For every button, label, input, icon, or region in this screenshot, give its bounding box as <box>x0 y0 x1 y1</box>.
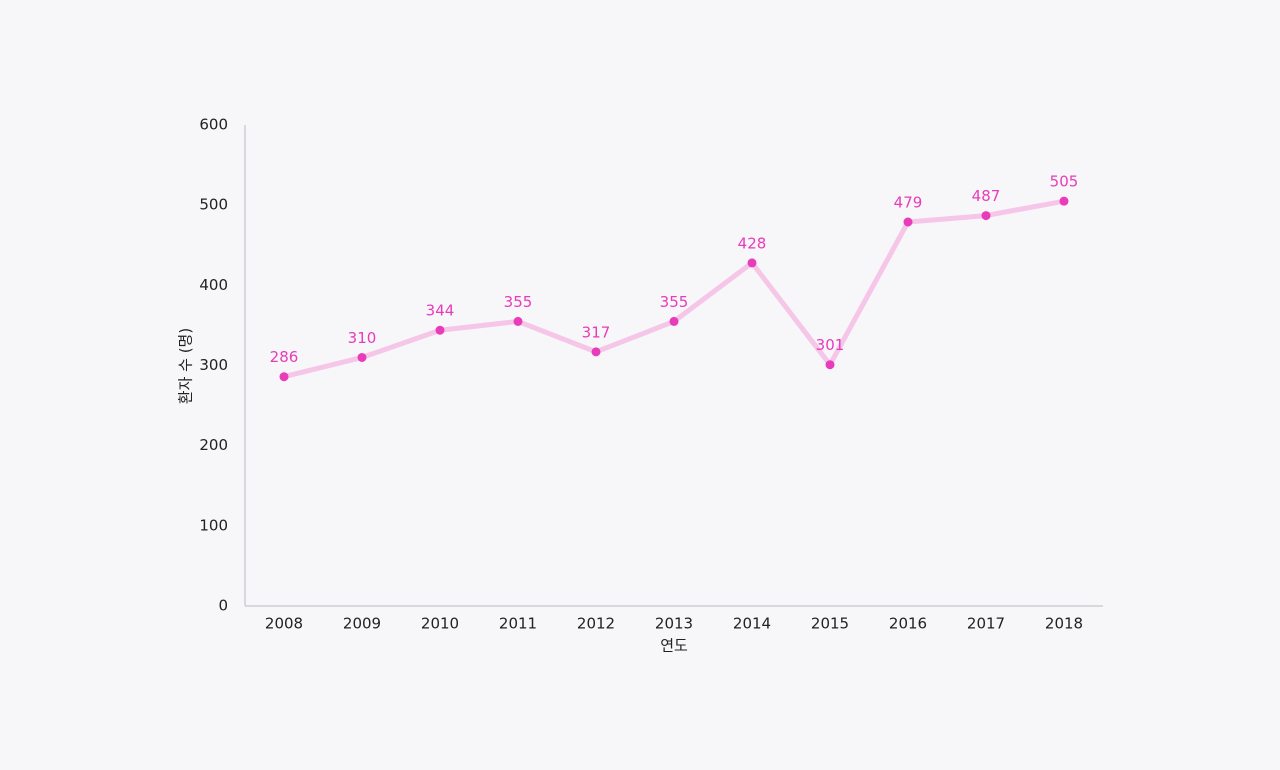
x-tick-label: 2018 <box>1045 615 1083 633</box>
x-tick-label: 2009 <box>343 615 381 633</box>
data-label: 355 <box>504 293 533 311</box>
point <box>747 258 757 268</box>
data-label: 301 <box>816 336 845 354</box>
point <box>1059 196 1069 206</box>
point <box>357 352 367 362</box>
data-label: 310 <box>348 329 377 347</box>
x-tick-label: 2014 <box>733 615 771 633</box>
y-tick-label: 500 <box>199 196 228 214</box>
x-tick-label: 2011 <box>499 615 537 633</box>
point <box>981 211 991 221</box>
data-label: 505 <box>1050 173 1079 191</box>
y-tick-label: 0 <box>218 597 228 615</box>
point <box>825 360 835 370</box>
point <box>669 316 679 326</box>
data-label: 428 <box>738 234 767 252</box>
y-tick-label: 200 <box>199 436 228 454</box>
data-label: 344 <box>426 302 455 320</box>
x-tick-label: 2012 <box>577 615 615 633</box>
point <box>513 316 523 326</box>
x-tick-label: 2013 <box>655 615 693 633</box>
data-label: 355 <box>660 293 689 311</box>
y-tick-label: 600 <box>199 116 228 134</box>
x-tick-label: 2016 <box>889 615 927 633</box>
y-tick-label: 100 <box>199 516 228 534</box>
x-axis-label: 연도 <box>660 637 688 655</box>
y-axis-label: 환자 수 (명) <box>177 328 195 404</box>
data-label: 479 <box>894 194 923 212</box>
data-label: 487 <box>972 187 1001 205</box>
point <box>591 347 601 357</box>
x-tick-label: 2010 <box>421 615 459 633</box>
point <box>435 325 445 335</box>
x-tick-label: 2015 <box>811 615 849 633</box>
y-tick-label: 300 <box>199 356 228 374</box>
data-label: 317 <box>582 323 611 341</box>
x-tick-label: 2017 <box>967 615 1005 633</box>
data-label: 286 <box>270 348 299 366</box>
x-tick-label: 2008 <box>265 615 303 633</box>
y-tick-label: 400 <box>199 276 228 294</box>
point <box>903 217 913 227</box>
point <box>279 372 289 382</box>
